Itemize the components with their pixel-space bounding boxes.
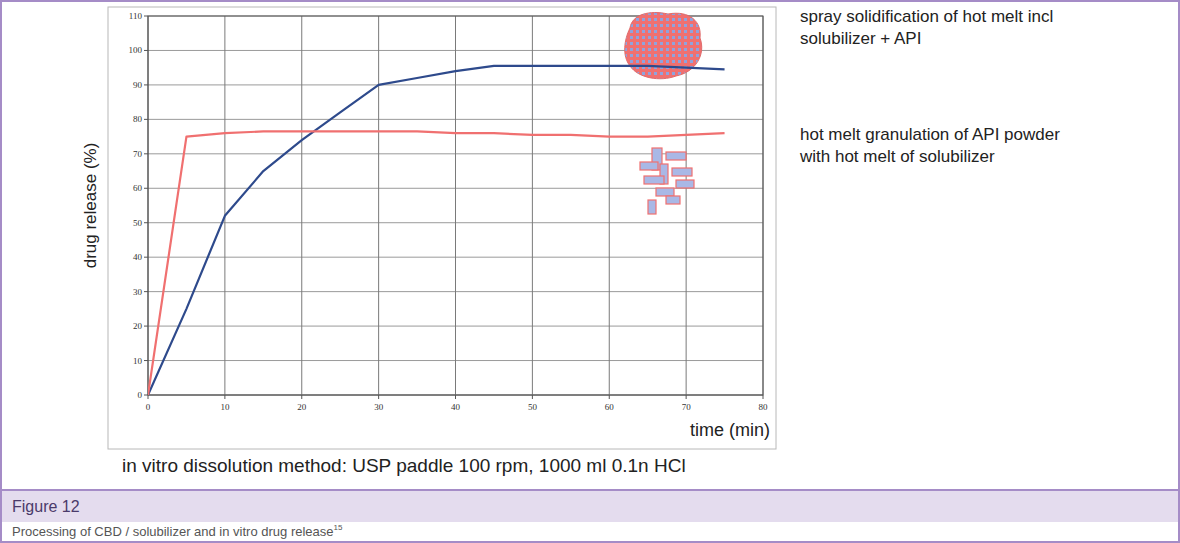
legend-line: with hot melt of solubilizer	[799, 147, 995, 166]
y-tick-label: 70	[133, 149, 143, 159]
y-tick	[144, 84, 148, 85]
figure-label: Figure 12	[12, 498, 80, 515]
x-tick-label: 0	[146, 402, 151, 412]
x-tick-label: 20	[297, 402, 307, 412]
legend-line: hot melt granulation of API powder	[800, 125, 1060, 144]
legend-line: solubilizer + API	[800, 29, 921, 48]
x-grid-line	[455, 16, 456, 395]
y-axis-title: drug release (%)	[81, 143, 100, 269]
granule-icon	[644, 176, 664, 184]
x-tick	[686, 395, 687, 399]
y-tick-label: 0	[138, 390, 143, 400]
y-tick	[144, 257, 148, 258]
y-tick	[144, 119, 148, 120]
y-tick-label: 30	[133, 287, 143, 297]
granule-icon	[656, 188, 674, 196]
y-tick-label: 40	[133, 252, 143, 262]
y-tick	[144, 188, 148, 189]
annotation: in vitro dissolution method: USP paddle …	[122, 455, 686, 476]
x-tick	[609, 395, 610, 399]
x-axis-title: time (min)	[690, 420, 770, 440]
x-tick-label: 50	[528, 402, 538, 412]
figure-frame	[1, 1, 1179, 542]
y-tick-label: 80	[133, 114, 143, 124]
x-tick-label: 70	[682, 402, 692, 412]
x-grid-line	[609, 16, 610, 395]
x-tick	[378, 395, 379, 399]
y-tick	[144, 395, 148, 396]
x-tick	[455, 395, 456, 399]
legend-label: hot melt granulation of API powder with h…	[799, 125, 1060, 166]
x-tick	[763, 395, 764, 399]
y-tick-label: 100	[129, 45, 143, 55]
series-line	[148, 131, 725, 395]
y-tick	[144, 153, 148, 154]
y-tick-label: 20	[133, 321, 143, 331]
chart-border	[108, 7, 776, 449]
granule-icon	[648, 200, 656, 214]
x-grid-line	[378, 16, 379, 395]
y-tick-label: 10	[133, 356, 143, 366]
y-tick-label: 60	[133, 183, 143, 193]
y-tick	[144, 222, 148, 223]
x-grid-line	[224, 16, 225, 395]
figure: Figure 12 Processing of CBD / solubilizer…	[0, 0, 1180, 543]
x-tick-label: 80	[759, 402, 769, 412]
y-tick	[144, 16, 148, 17]
granule-icon	[666, 152, 686, 160]
x-grid-line	[532, 16, 533, 395]
grid: 0 10 20 30 40 50 60 70 80 90 100 110 0 10 20 30 40 50 60 70…	[129, 11, 769, 412]
y-tick-label: 50	[133, 218, 143, 228]
caption: Processing of CBD / solubilizer and in v…	[12, 523, 343, 539]
caption-divider	[1, 489, 1179, 491]
legend-label: spray solidification of hot melt incl sol…	[800, 7, 1053, 48]
granule-icon	[666, 196, 680, 204]
y-tick	[144, 291, 148, 292]
y-tick	[144, 360, 148, 361]
x-tick-label: 30	[374, 402, 384, 412]
y-tick-label: 110	[129, 11, 143, 21]
x-tick-label: 10	[220, 402, 230, 412]
granule-icon	[672, 168, 692, 176]
y-tick	[144, 326, 148, 327]
y-tick	[144, 50, 148, 51]
x-tick	[532, 395, 533, 399]
legend-line: spray solidification of hot melt incl	[800, 7, 1053, 26]
lines	[148, 66, 725, 395]
caption-ref: 15	[334, 523, 343, 532]
granule-icon	[640, 162, 658, 170]
x-grid-line	[301, 16, 302, 395]
series-line	[148, 66, 725, 395]
x-tick	[224, 395, 225, 399]
caption-bar	[2, 491, 1178, 522]
x-tick	[301, 395, 302, 399]
granule-icon	[676, 180, 694, 188]
x-tick	[148, 395, 149, 399]
y-tick-label: 90	[133, 80, 143, 90]
x-tick-label: 40	[451, 402, 461, 412]
caption-text: Processing of CBD / solubilizer and in v…	[12, 524, 334, 539]
process-icons	[625, 13, 702, 214]
x-tick-label: 60	[605, 402, 615, 412]
